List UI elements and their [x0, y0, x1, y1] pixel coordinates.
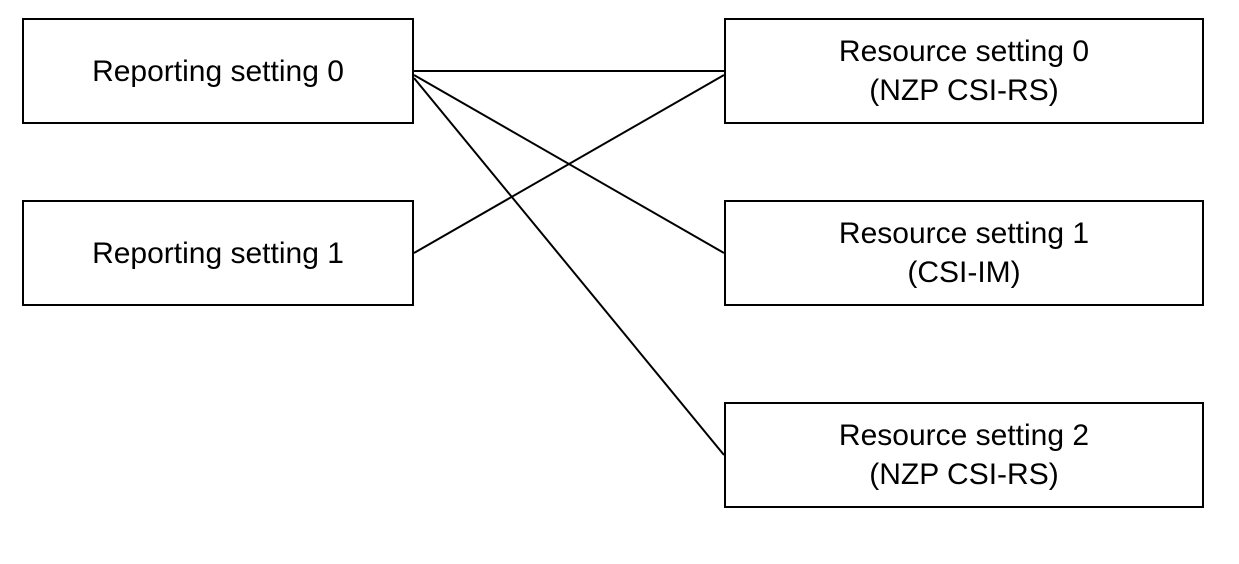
- resource-setting-0-line1: Resource setting 0: [839, 32, 1089, 71]
- reporting-setting-1-box: Reporting setting 1: [22, 200, 414, 306]
- reporting-setting-0-label: Reporting setting 0: [92, 52, 344, 91]
- resource-setting-0-box: Resource setting 0 (NZP CSI-RS): [724, 18, 1204, 124]
- edge-left1-right0: [414, 75, 724, 253]
- resource-setting-2-line1: Resource setting 2: [839, 416, 1089, 455]
- resource-setting-1-box: Resource setting 1 (CSI-IM): [724, 200, 1204, 306]
- edge-left0-right2: [414, 78, 724, 455]
- diagram-container: Reporting setting 0 Reporting setting 1 …: [0, 0, 1239, 564]
- edge-left0-right1: [414, 75, 724, 253]
- reporting-setting-1-label: Reporting setting 1: [92, 234, 344, 273]
- resource-setting-1-line1: Resource setting 1: [839, 214, 1089, 253]
- resource-setting-2-line2: (NZP CSI-RS): [869, 455, 1058, 494]
- resource-setting-2-box: Resource setting 2 (NZP CSI-RS): [724, 402, 1204, 508]
- resource-setting-1-line2: (CSI-IM): [907, 253, 1020, 292]
- reporting-setting-0-box: Reporting setting 0: [22, 18, 414, 124]
- resource-setting-0-line2: (NZP CSI-RS): [869, 71, 1058, 110]
